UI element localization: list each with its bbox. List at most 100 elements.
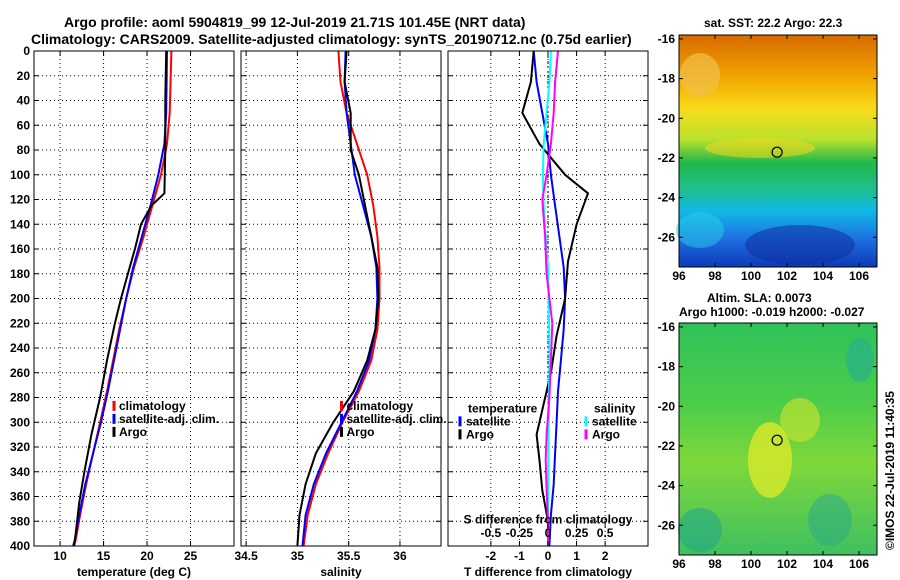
map-y-tick-label: -16 (658, 320, 676, 334)
sst-map-blob (705, 138, 815, 158)
y-tick-label: 160 (10, 242, 30, 256)
map-y-tick-label: -26 (658, 230, 676, 244)
map-x-tick-label: 96 (672, 269, 686, 283)
sst-map-blob (676, 212, 724, 248)
x-tick-label: 35 (291, 549, 305, 563)
sst-map-blob (680, 53, 720, 97)
x-tick-label: 0 (545, 549, 552, 563)
legend-label: satellite-adj. clim. (119, 412, 219, 426)
sla-map-blob (748, 422, 792, 498)
x-tick-label: 34.5 (234, 549, 258, 563)
figure-title-line2: Climatology: CARS2009. Satellite-adjuste… (31, 31, 632, 47)
y-tick-label: 360 (10, 490, 30, 504)
map-y-tick-label: -24 (658, 191, 676, 205)
map-x-tick-label: 102 (777, 269, 797, 283)
sst-map-title: sat. SST: 22.2 Argo: 22.3 (704, 16, 843, 30)
y-tick-label: 100 (10, 168, 30, 182)
map-x-tick-label: 104 (813, 557, 833, 571)
y-tick-label: 80 (17, 143, 31, 157)
sst-map (676, 34, 878, 268)
y-tick-label: 220 (10, 316, 30, 330)
map-y-tick-label: -22 (658, 439, 676, 453)
y-tick-label: 20 (17, 69, 31, 83)
y-tick-label: 400 (10, 539, 30, 553)
x-axis-label: salinity (320, 565, 362, 579)
salinity-panel: 34.5 35 35.5 36 salinity climatologysatellite… (234, 50, 447, 579)
x-tick-label: 2 (602, 549, 609, 563)
map-y-tick-label: -24 (658, 479, 676, 493)
sla-map-frame (678, 322, 878, 556)
argo-location-marker (771, 434, 783, 446)
y-tick-label: 120 (10, 193, 30, 207)
s-axis-title: S difference from climatology (464, 513, 633, 527)
s-tick-label: -0.25 (506, 526, 534, 540)
x-tick-label: 15 (97, 549, 111, 563)
x-tick-label: 1 (573, 549, 580, 563)
x-tick-label: 35.5 (337, 549, 361, 563)
y-tick-label: 60 (17, 118, 31, 132)
y-tick-label: 0 (23, 44, 30, 58)
series-line (73, 50, 168, 547)
legend-label: satellite (592, 414, 637, 428)
x-tick-label: 10 (53, 549, 67, 563)
series-line (72, 50, 168, 547)
grid (241, 51, 441, 546)
y-tick-label: 40 (17, 94, 31, 108)
x-tick-label: 36 (393, 549, 407, 563)
legend-label: Argo (592, 427, 620, 441)
x-axis-label: T difference from climatology (464, 565, 632, 579)
y-tick-label: 320 (10, 440, 30, 454)
figure-title-line1: Argo profile: aoml 5904819_99 12-Jul-201… (64, 14, 525, 30)
map-x-tick-label: 102 (777, 557, 797, 571)
sla-map-blob (780, 398, 820, 442)
legend-title: salinity (594, 401, 636, 415)
sst-map-blob (745, 225, 855, 265)
y-tick-label: 140 (10, 217, 30, 231)
map-y-tick-label: -18 (658, 360, 676, 374)
s-tick-label: 0.25 (565, 526, 589, 540)
x-tick-label: 25 (184, 549, 198, 563)
y-tick-label: 240 (10, 341, 30, 355)
imos-credit: ©IMOS 22-Jul-2019 11:40:35 (883, 391, 897, 550)
y-tick-label: 260 (10, 366, 30, 380)
sla-map-subtitle: Argo h1000: -0.019 h2000: -0.027 (679, 305, 865, 319)
series-line (541, 50, 559, 546)
y-tick-label: 340 (10, 465, 30, 479)
x-axis-label: temperature (deg C) (77, 565, 191, 579)
grid (34, 51, 234, 546)
series-line (521, 50, 589, 546)
y-tick-label: 300 (10, 415, 30, 429)
y-tick-label: 180 (10, 267, 30, 281)
map-x-tick-label: 98 (708, 269, 722, 283)
map-y-tick-label: -18 (658, 72, 676, 86)
sla-map-blob (678, 508, 722, 552)
map-y-tick-label: -22 (658, 151, 676, 165)
map-x-tick-label: 98 (708, 557, 722, 571)
map-x-tick-label: 106 (849, 269, 869, 283)
legend-label: Argo (119, 425, 147, 439)
difference-panel: -2 -1 0 1 2 T difference from climatology temp… (447, 50, 649, 579)
s-tick-label: -0.5 (481, 526, 502, 540)
y-tick-label: 380 (10, 514, 30, 528)
y-tick-label: 200 (10, 292, 30, 306)
map-y-tick-label: -20 (658, 111, 676, 125)
temperature-panel: 10 15 20 25 temperature (deg C) 0 20 40 60 80 100 1… (10, 44, 235, 579)
sla-map-blob (808, 494, 852, 546)
legend-label: satellite-adj. clim. (347, 412, 447, 426)
sla-map (678, 322, 878, 556)
sla-map-title: Altim. SLA: 0.0073 (707, 291, 812, 305)
legend-label: Argo (466, 427, 494, 441)
legend-label: Argo (347, 425, 375, 439)
map-y-tick-label: -26 (658, 518, 676, 532)
map-x-tick-label: 106 (849, 557, 869, 571)
series-line (296, 50, 380, 547)
map-x-tick-label: 104 (813, 269, 833, 283)
sla-map-blob (846, 338, 874, 382)
sst-map-axes: 96 98 100 102 104 106 -16 -18 -20 -22 -24 -26 (658, 32, 877, 283)
x-tick-label: 20 (140, 549, 154, 563)
map-x-tick-label: 100 (741, 557, 761, 571)
y-tick-label: 280 (10, 391, 30, 405)
series-line (302, 50, 381, 547)
s-tick-label: 0 (545, 526, 552, 540)
